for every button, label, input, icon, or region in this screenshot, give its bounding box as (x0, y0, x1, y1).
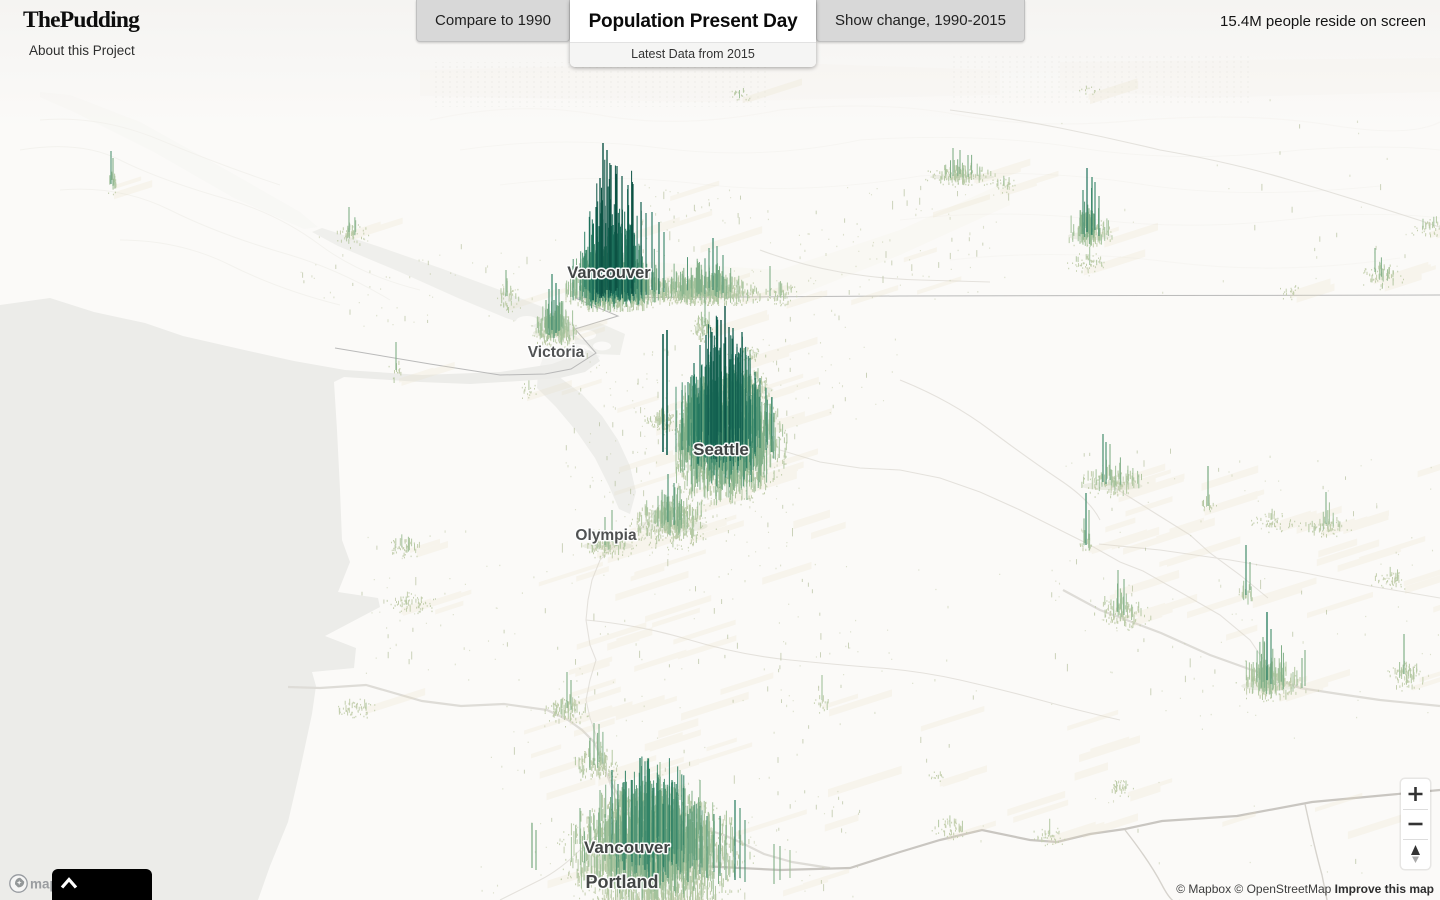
svg-text:Portland: Portland (585, 872, 658, 892)
svg-text:Olympia: Olympia (575, 527, 637, 544)
svg-text:Seattle: Seattle (693, 440, 749, 459)
svg-text:Vancouver: Vancouver (567, 264, 651, 282)
svg-text:Victoria: Victoria (528, 344, 585, 361)
svg-text:Vancouver: Vancouver (584, 838, 670, 857)
